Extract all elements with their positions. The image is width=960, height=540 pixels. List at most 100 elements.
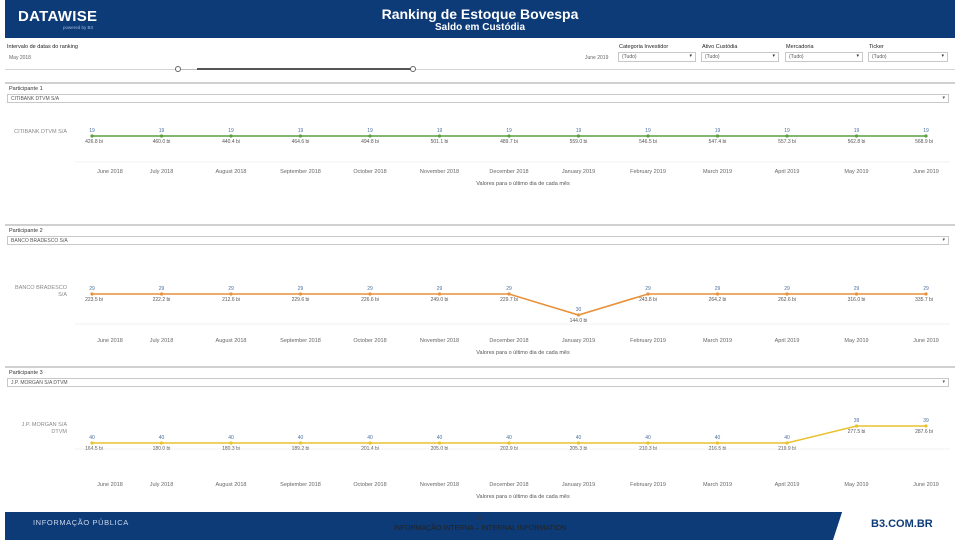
x-tick-label: March 2019 xyxy=(703,338,732,344)
x-axis-caption: Valores para o último dia de cada mês xyxy=(476,181,570,187)
x-tick-label: August 2018 xyxy=(216,169,247,175)
value-label: 562.8 bi xyxy=(848,139,866,145)
data-point xyxy=(576,441,581,445)
participant-select[interactable]: J.P. MORGAN S/A DTVM ▾ xyxy=(7,378,949,387)
value-label: 501.1 bi xyxy=(431,139,449,145)
x-tick-label: February 2019 xyxy=(630,338,666,344)
data-point xyxy=(368,441,372,445)
value-label: 557.3 bi xyxy=(778,139,796,145)
x-tick-label: September 2018 xyxy=(280,482,321,488)
market-select[interactable]: (Tudo) ▾ xyxy=(785,52,863,62)
x-tick-label: April 2019 xyxy=(775,169,800,175)
value-label: 335.7 bi xyxy=(915,297,933,303)
rank-label: 40 xyxy=(437,435,443,441)
value-label: 426.8 bi xyxy=(85,139,103,145)
x-tick-label: December 2018 xyxy=(489,482,528,488)
slider-end-handle[interactable] xyxy=(410,66,416,72)
data-point xyxy=(90,441,94,445)
rank-label: 19 xyxy=(645,128,651,134)
data-point xyxy=(298,441,303,445)
rank-label: 29 xyxy=(89,286,95,292)
ticker-label: Ticker xyxy=(869,44,884,50)
data-point xyxy=(229,134,233,138)
x-tick-label: May 2019 xyxy=(844,169,868,175)
rank-label: 19 xyxy=(715,128,721,134)
participant-select[interactable]: CITIBANK DTVM S/A ▾ xyxy=(7,94,949,103)
value-label: 226.6 bi xyxy=(361,297,379,303)
participant-title: Participante 1 xyxy=(9,86,43,92)
value-label: 287.6 bi xyxy=(915,429,933,435)
data-point xyxy=(785,441,789,445)
data-point xyxy=(854,292,859,296)
value-label: 559.0 bi xyxy=(570,139,588,145)
x-tick-label: November 2018 xyxy=(420,169,459,175)
x-tick-label: January 2019 xyxy=(562,482,595,488)
rank-label: 29 xyxy=(437,286,443,292)
x-tick-label: July 2018 xyxy=(150,482,174,488)
page-title: Ranking de Estoque Bovespa xyxy=(381,6,579,22)
rank-label: 29 xyxy=(159,286,165,292)
participant-title: Participante 3 xyxy=(9,370,43,376)
value-label: 568.9 bi xyxy=(915,139,933,145)
rank-label: 40 xyxy=(576,435,582,441)
slider-start-handle[interactable] xyxy=(175,66,181,72)
public-info-label: INFORMAÇÃO PÚBLICA xyxy=(33,518,129,527)
x-tick-label: May 2019 xyxy=(844,482,868,488)
x-tick-label: February 2019 xyxy=(630,482,666,488)
value-label: 243.8 bi xyxy=(639,297,657,303)
participant-panel-3: Participante 3 J.P. MORGAN S/A DTVM ▾ J.P… xyxy=(5,366,955,508)
data-point xyxy=(298,292,303,296)
chevron-down-icon: ▾ xyxy=(942,379,945,385)
rank-label: 40 xyxy=(715,435,721,441)
data-point xyxy=(368,292,372,296)
x-tick-label: April 2019 xyxy=(775,482,800,488)
date-range-label: Intervalo de datas do ranking xyxy=(7,44,78,50)
data-point xyxy=(507,441,511,445)
x-tick-label: June 2018 xyxy=(97,169,123,175)
x-tick-label: June 2018 xyxy=(97,338,123,344)
x-tick-label: November 2018 xyxy=(420,482,459,488)
market-label: Mercadoria xyxy=(786,44,814,50)
x-tick-label: April 2019 xyxy=(775,338,800,344)
data-point xyxy=(785,292,789,296)
x-tick-label: October 2018 xyxy=(353,338,386,344)
participant-select[interactable]: BANCO BRADESCO S/A ▾ xyxy=(7,236,949,245)
participant-panel-2: Participante 2 BANCO BRADESCO S/A ▾ BANCO… xyxy=(5,224,955,366)
value-label: 489.7 bi xyxy=(500,139,518,145)
rank-label: 29 xyxy=(854,286,860,292)
value-label: 262.6 bi xyxy=(778,297,796,303)
ticker-select[interactable]: (Tudo) ▾ xyxy=(868,52,948,62)
rank-line-chart: 19 426.8 bi 19 460.0 bi 19 440.4 bi 19 464.6 bi… xyxy=(75,128,950,187)
page-subtitle: Saldo em Custódia xyxy=(434,22,525,33)
data-point xyxy=(298,134,303,138)
data-point xyxy=(437,441,442,445)
rank-label: 29 xyxy=(298,286,304,292)
asset-custody-select[interactable]: (Tudo) ▾ xyxy=(701,52,779,62)
x-tick-label: March 2019 xyxy=(703,169,732,175)
data-point xyxy=(229,441,233,445)
value-label: 316.0 bi xyxy=(848,297,866,303)
rank-label: 29 xyxy=(506,286,512,292)
data-point xyxy=(90,134,94,138)
asset-custody-value: (Tudo) xyxy=(705,54,720,60)
participant-select-value: J.P. MORGAN S/A DTVM xyxy=(11,380,68,386)
b3-brand-link[interactable]: B3.COM.BR xyxy=(871,518,933,530)
data-point xyxy=(785,134,789,138)
value-label: 440.4 bi xyxy=(222,139,240,145)
rank-label: 29 xyxy=(715,286,721,292)
value-label: 547.4 bi xyxy=(709,139,727,145)
participant-row-label: BANCO BRADESCO S/A xyxy=(15,285,67,298)
participant-row-label: CITIBANK DTVM S/A xyxy=(14,129,67,135)
investor-category-select[interactable]: (Tudo) ▾ xyxy=(618,52,696,62)
value-label: 212.6 bi xyxy=(222,297,240,303)
rank-label: 29 xyxy=(228,286,234,292)
page-number: 6 xyxy=(478,515,482,522)
rank-label: 40 xyxy=(298,435,304,441)
data-point xyxy=(229,292,233,296)
x-tick-label: June 2019 xyxy=(913,482,939,488)
data-point xyxy=(854,424,859,428)
data-point xyxy=(715,292,720,296)
x-tick-label: December 2018 xyxy=(489,338,528,344)
x-tick-label: September 2018 xyxy=(280,338,321,344)
